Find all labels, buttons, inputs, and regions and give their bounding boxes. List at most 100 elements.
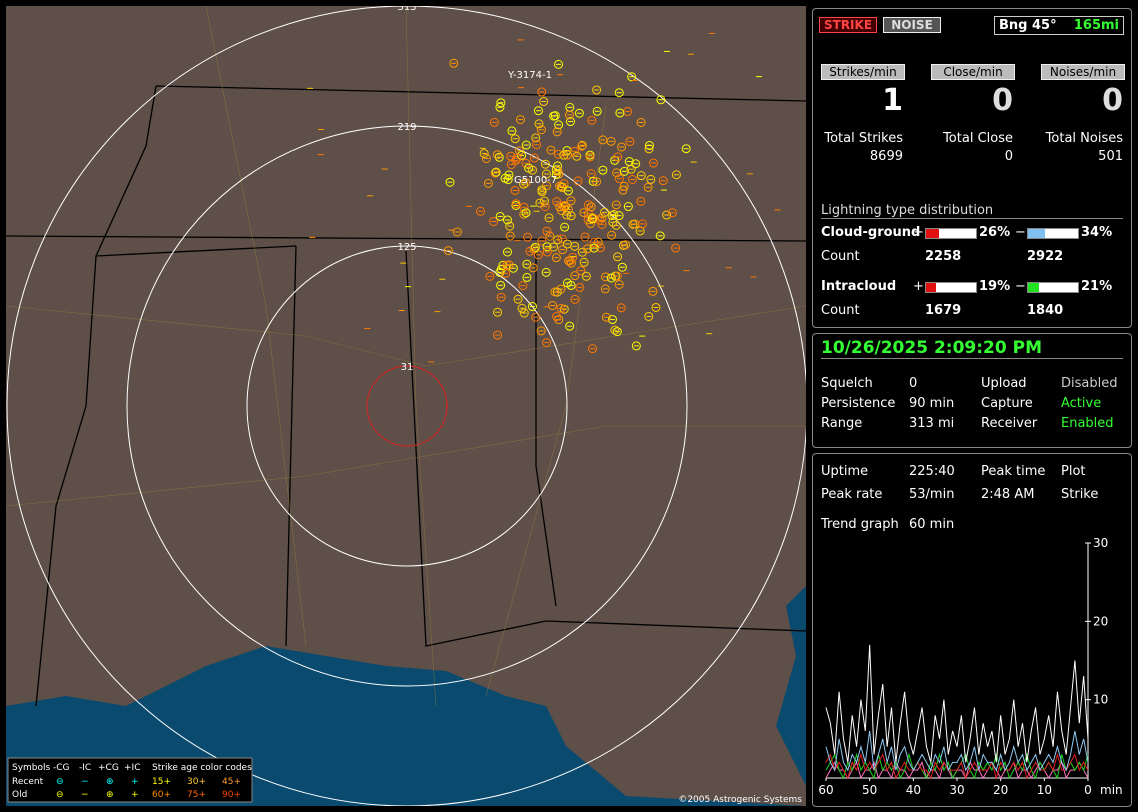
total-label: Total Noises xyxy=(1045,131,1123,146)
legend-symbol: − xyxy=(81,790,89,800)
rate-value: 0 xyxy=(992,83,1013,118)
strike xyxy=(539,97,549,107)
rate-button[interactable]: Close/min xyxy=(931,64,1015,80)
strike xyxy=(587,115,597,125)
sign: − xyxy=(1015,279,1026,294)
legend-age: 75+ xyxy=(187,790,206,800)
strike xyxy=(449,58,459,68)
status-text: Upload xyxy=(981,376,1027,391)
strike xyxy=(517,150,527,160)
legend: Symbols -CG -IC +CG +IC Strike age color… xyxy=(7,757,253,803)
rate-button[interactable]: Noises/min xyxy=(1041,64,1125,80)
strike xyxy=(592,177,602,187)
strike xyxy=(494,152,504,162)
strike xyxy=(518,281,528,291)
stat-text: Uptime xyxy=(821,464,869,479)
strike xyxy=(536,125,546,135)
strike xyxy=(579,208,589,218)
strike-button[interactable]: STRIKE xyxy=(819,17,877,33)
bearing-box: Bng 45° 165mi xyxy=(994,16,1124,35)
strike xyxy=(510,185,520,195)
strike xyxy=(519,179,529,189)
bar-fill xyxy=(1028,229,1045,238)
rate-value: 1 xyxy=(882,83,903,118)
strike xyxy=(542,247,552,257)
strike xyxy=(540,159,550,169)
strike xyxy=(667,208,677,218)
x-tick-label: 10 xyxy=(1037,783,1052,797)
strike xyxy=(479,148,489,158)
strike xyxy=(521,178,531,188)
strike xyxy=(651,302,661,312)
strike xyxy=(597,213,607,223)
y-tick-label: 20 xyxy=(1093,614,1108,628)
strike xyxy=(648,158,658,168)
strike xyxy=(583,244,593,254)
strike xyxy=(511,199,521,209)
status-text: Receiver xyxy=(981,416,1038,431)
legend-symbol: + xyxy=(131,790,139,800)
strike xyxy=(592,106,602,116)
strike xyxy=(556,303,566,313)
strike xyxy=(542,338,552,348)
strike xyxy=(527,302,537,312)
strike xyxy=(550,287,560,297)
strike xyxy=(619,181,629,191)
strike xyxy=(566,258,576,268)
strike xyxy=(540,196,550,206)
strike xyxy=(495,211,505,221)
status-text: Enabled xyxy=(1061,416,1114,431)
strike xyxy=(658,176,668,186)
datetime: 10/26/2025 2:09:20 PM xyxy=(821,338,1123,359)
strike xyxy=(671,170,681,180)
strike xyxy=(559,201,569,211)
x-unit: min xyxy=(1100,783,1123,797)
strike xyxy=(542,226,552,236)
x-tick-label: 20 xyxy=(993,783,1008,797)
strike xyxy=(565,321,575,331)
strike xyxy=(545,231,555,241)
strike xyxy=(572,151,582,161)
total-value: 8699 xyxy=(869,149,903,164)
rate-button[interactable]: Strikes/min xyxy=(821,64,905,80)
strike xyxy=(569,146,579,156)
strike xyxy=(585,152,595,162)
strike xyxy=(636,196,646,206)
strike xyxy=(598,135,608,145)
strike xyxy=(493,307,503,317)
strike xyxy=(614,211,624,221)
strike xyxy=(614,279,624,289)
strike xyxy=(588,213,598,223)
noise-button[interactable]: NOISE xyxy=(883,17,941,33)
bar-track xyxy=(1027,282,1079,293)
range-label: 313 xyxy=(397,6,416,13)
strike xyxy=(515,115,525,125)
percent: 26% xyxy=(979,225,1011,240)
strike xyxy=(598,165,608,175)
close-ring xyxy=(366,365,448,447)
bar-track xyxy=(925,282,977,293)
strike xyxy=(492,150,502,160)
station-tag: Y-3174-1 xyxy=(507,70,552,81)
strike xyxy=(505,231,515,241)
strike xyxy=(589,243,599,253)
strike xyxy=(644,140,654,150)
strike xyxy=(606,273,616,283)
strike xyxy=(662,210,672,220)
strike xyxy=(443,246,453,256)
copyright: ©2005 Astrogenic Systems xyxy=(678,795,802,805)
legend-symbol: ⊖ xyxy=(56,777,64,787)
station-tag: G5100-7 xyxy=(514,175,557,186)
stat-text: Peak rate xyxy=(821,487,883,502)
strike xyxy=(607,315,617,325)
strike xyxy=(615,108,625,118)
strike xyxy=(553,166,563,176)
bar-track xyxy=(925,228,977,239)
strike xyxy=(570,241,580,251)
strike xyxy=(613,252,623,262)
strike xyxy=(600,284,610,294)
strike xyxy=(521,208,531,218)
strike xyxy=(485,271,495,281)
strike xyxy=(579,257,589,267)
